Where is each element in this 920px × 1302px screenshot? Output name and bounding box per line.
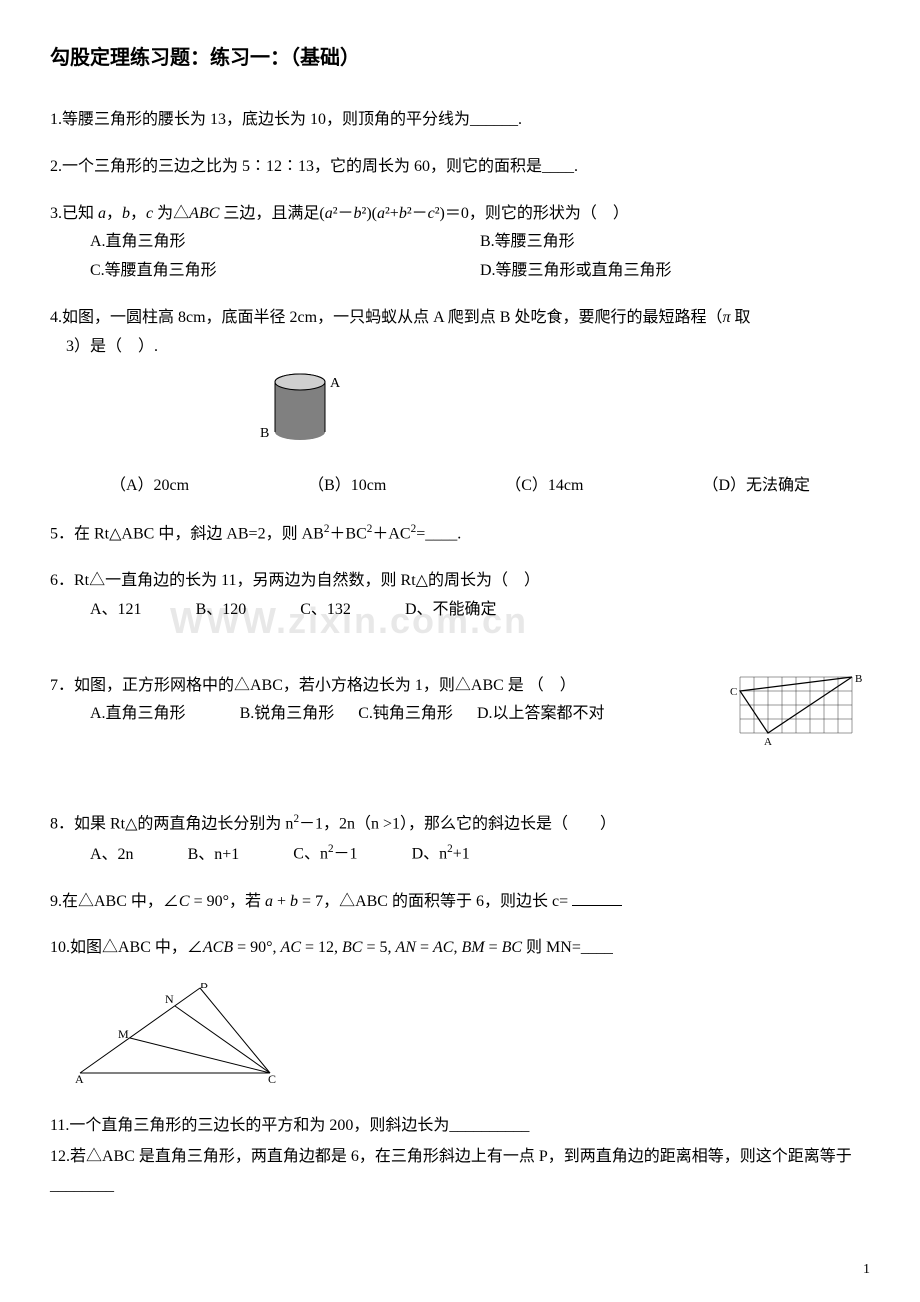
q8-option-c: C、n2－1 <box>293 839 357 869</box>
question-8: 8．如果 Rt△的两直角边长分别为 n2－1，2n（n >1），那么它的斜边长是… <box>50 809 870 869</box>
grid-svg: C B A <box>730 672 870 752</box>
q4-option-d: （D）无法确定 <box>702 472 810 501</box>
q6-text: 6．Rt△一直角边的长为 11，另两边为自然数，则 Rt△的周长为（ ） <box>50 567 870 596</box>
q3-text: 3.已知 a，b，c 为△ABC 三边，且满足(a²－b²)(a²+b²－c²)… <box>50 200 870 229</box>
question-12: 12.若△ABC 是直角三角形，两直角边都是 6，在三角形斜边上有一点 P，到两… <box>50 1143 870 1201</box>
q3-option-a: A.直角三角形 <box>90 228 480 257</box>
q6-option-c: C、132 <box>300 596 351 625</box>
triangle-label-m: M <box>118 1027 129 1041</box>
q3-option-d: D.等腰三角形或直角三角形 <box>480 257 870 286</box>
cylinder-diagram: A B <box>250 372 870 463</box>
question-4: 4.如图，一圆柱高 8cm，底面半径 2cm，一只蚂蚁从点 A 爬到点 B 处吃… <box>50 304 870 501</box>
q8-option-b: B、n+1 <box>188 841 240 870</box>
q8-option-d: D、n2+1 <box>412 839 470 869</box>
triangle-label-b: B <box>200 983 208 991</box>
q3-option-b: B.等腰三角形 <box>480 228 870 257</box>
q7-text: 7．如图，正方形网格中的△ABC，若小方格边长为 1，则△ABC 是 （ ） <box>50 672 730 701</box>
q8-text: 8．如果 Rt△的两直角边长分别为 n2－1，2n（n >1），那么它的斜边长是… <box>50 809 870 839</box>
question-9: 9.在△ABC 中，∠C = 90°，若 a + b = 7，△ABC 的面积等… <box>50 888 870 917</box>
grid-label-a: A <box>764 736 772 748</box>
q12-text: 12.若△ABC 是直角三角形，两直角边都是 6，在三角形斜边上有一点 P，到两… <box>50 1143 870 1201</box>
page-title: 勾股定理练习题：练习一：（基础） <box>50 40 870 76</box>
triangle-diagram: A C B M N <box>70 983 870 1094</box>
question-11: 11.一个直角三角形的三边长的平方和为 200，则斜边长为__________ <box>50 1112 870 1141</box>
q3-option-c: C.等腰直角三角形 <box>90 257 480 286</box>
q7-option-c: C.钝角三角形 <box>358 700 453 729</box>
q7-option-d: D.以上答案都不对 <box>477 700 605 729</box>
question-7: 7．如图，正方形网格中的△ABC，若小方格边长为 1，则△ABC 是 （ ） A… <box>50 672 870 763</box>
grid-label-c: C <box>730 686 737 698</box>
q9-text: 9.在△ABC 中，∠C = 90°，若 a + b = 7，△ABC 的面积等… <box>50 888 870 917</box>
question-1: 1.等腰三角形的腰长为 13，底边长为 10，则顶角的平分线为______. <box>50 106 870 135</box>
q4-option-c: （C）14cm <box>505 472 583 501</box>
cylinder-label-a: A <box>330 376 341 391</box>
q4-text: 4.如图，一圆柱高 8cm，底面半径 2cm，一只蚂蚁从点 A 爬到点 B 处吃… <box>50 304 870 362</box>
triangle-label-c: C <box>268 1072 276 1083</box>
cylinder-label-b: B <box>260 426 269 441</box>
triangle-label-a: A <box>75 1072 84 1083</box>
q11-text: 11.一个直角三角形的三边长的平方和为 200，则斜边长为__________ <box>50 1112 870 1141</box>
q8-option-a: A、2n <box>90 841 134 870</box>
question-10: 10.如图△ABC 中，∠ACB = 90°, AC = 12, BC = 5,… <box>50 934 870 1094</box>
q7-option-b: B.锐角三角形 <box>240 700 335 729</box>
q2-text: 2.一个三角形的三边之比为 5∶12∶13，它的周长为 60，则它的面积是___… <box>50 153 870 182</box>
page-number: 1 <box>863 1257 870 1282</box>
q5-text: 5．在 Rt△ABC 中，斜边 AB=2，则 AB2＋BC2＋AC2=____. <box>50 519 870 549</box>
q6-option-b: B、120 <box>196 596 247 625</box>
q4-option-a: （A）20cm <box>110 472 189 501</box>
question-3: 3.已知 a，b，c 为△ABC 三边，且满足(a²－b²)(a²+b²－c²)… <box>50 200 870 286</box>
triangle-svg: A C B M N <box>70 983 290 1083</box>
question-5: 5．在 Rt△ABC 中，斜边 AB=2，则 AB2＋BC2＋AC2=____. <box>50 519 870 549</box>
question-6: 6．Rt△一直角边的长为 11，另两边为自然数，则 Rt△的周长为（ ） WWW… <box>50 567 870 625</box>
grid-diagram: C B A <box>730 672 870 763</box>
triangle-label-n: N <box>165 992 174 1006</box>
grid-label-b: B <box>855 673 862 685</box>
q4-option-b: （B）10cm <box>308 472 386 501</box>
q1-text: 1.等腰三角形的腰长为 13，底边长为 10，则顶角的平分线为______. <box>50 106 870 135</box>
q10-text: 10.如图△ABC 中，∠ACB = 90°, AC = 12, BC = 5,… <box>50 934 870 963</box>
q7-option-a: A.直角三角形 <box>90 700 186 729</box>
question-2: 2.一个三角形的三边之比为 5∶12∶13，它的周长为 60，则它的面积是___… <box>50 153 870 182</box>
q6-option-a: A、121 <box>90 596 142 625</box>
cylinder-svg: A B <box>250 372 350 452</box>
q6-option-d: D、不能确定 <box>405 596 497 625</box>
